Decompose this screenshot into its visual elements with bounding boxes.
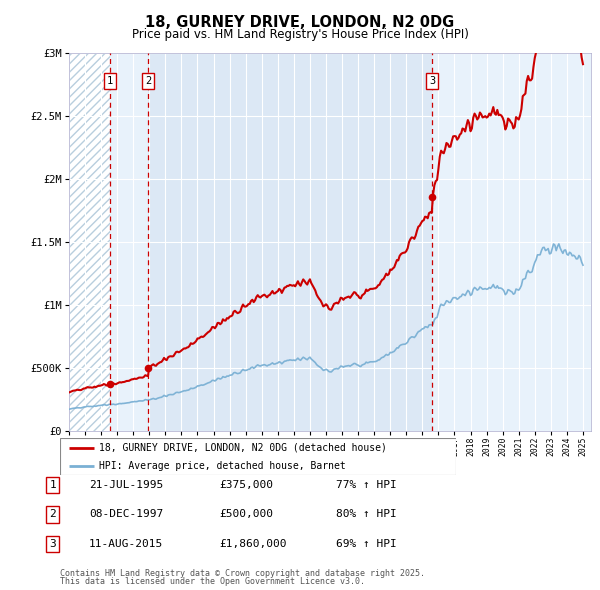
Bar: [69, 53, 110, 431]
Text: 2: 2: [49, 510, 56, 519]
Text: 2: 2: [145, 76, 151, 86]
Bar: [110, 53, 148, 431]
Text: 1: 1: [107, 76, 113, 86]
Text: 18, GURNEY DRIVE, LONDON, N2 0DG: 18, GURNEY DRIVE, LONDON, N2 0DG: [145, 15, 455, 30]
Text: 18, GURNEY DRIVE, LONDON, N2 0DG (detached house): 18, GURNEY DRIVE, LONDON, N2 0DG (detach…: [99, 443, 386, 453]
Text: 77% ↑ HPI: 77% ↑ HPI: [336, 480, 397, 490]
Text: 80% ↑ HPI: 80% ↑ HPI: [336, 510, 397, 519]
Text: £500,000: £500,000: [219, 510, 273, 519]
Text: £375,000: £375,000: [219, 480, 273, 490]
Text: 1: 1: [49, 480, 56, 490]
Text: 08-DEC-1997: 08-DEC-1997: [89, 510, 163, 519]
Text: 69% ↑ HPI: 69% ↑ HPI: [336, 539, 397, 549]
Text: Price paid vs. HM Land Registry's House Price Index (HPI): Price paid vs. HM Land Registry's House …: [131, 28, 469, 41]
Text: 21-JUL-1995: 21-JUL-1995: [89, 480, 163, 490]
Text: Contains HM Land Registry data © Crown copyright and database right 2025.: Contains HM Land Registry data © Crown c…: [60, 569, 425, 578]
Text: £1,860,000: £1,860,000: [219, 539, 287, 549]
Bar: [432, 53, 591, 431]
Text: 11-AUG-2015: 11-AUG-2015: [89, 539, 163, 549]
FancyBboxPatch shape: [60, 438, 456, 475]
Text: This data is licensed under the Open Government Licence v3.0.: This data is licensed under the Open Gov…: [60, 578, 365, 586]
Text: 3: 3: [429, 76, 435, 86]
Text: 3: 3: [49, 539, 56, 549]
Text: HPI: Average price, detached house, Barnet: HPI: Average price, detached house, Barn…: [99, 461, 346, 471]
